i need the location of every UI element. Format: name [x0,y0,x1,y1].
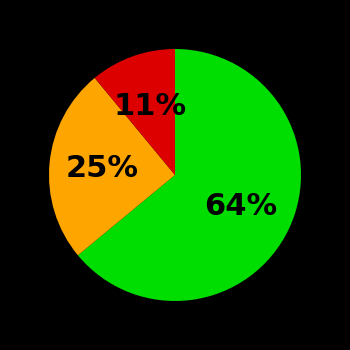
Text: 25%: 25% [66,154,139,183]
Wedge shape [95,49,175,175]
Text: 11%: 11% [114,92,187,121]
Wedge shape [78,49,301,301]
Wedge shape [49,78,175,255]
Text: 64%: 64% [204,191,278,220]
